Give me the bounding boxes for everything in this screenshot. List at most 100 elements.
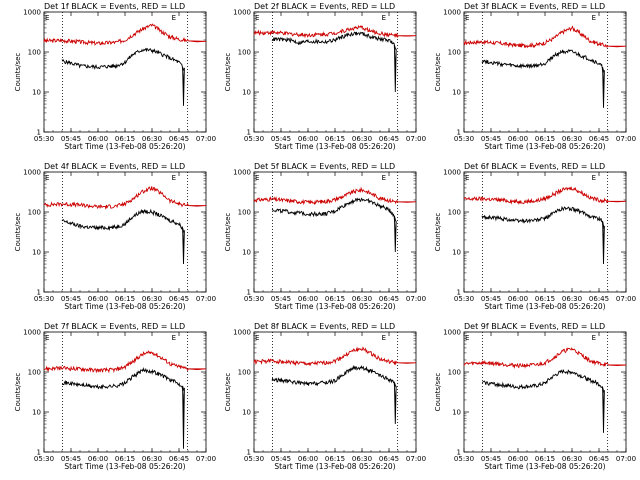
x-axis-label: Start Time (13-Feb-08 05:26:20) bbox=[64, 302, 185, 311]
x-tick-label: 06:30 bbox=[352, 135, 372, 143]
y-tick-label: 1000 bbox=[443, 329, 461, 337]
x-tick-label: 06:45 bbox=[589, 455, 609, 463]
series-events-line bbox=[271, 197, 397, 253]
y-tick-label: 1000 bbox=[23, 329, 41, 337]
y-tick-label: 1 bbox=[247, 129, 251, 137]
plot-frame bbox=[463, 331, 627, 453]
x-tick-label: 07:00 bbox=[196, 295, 216, 303]
y-tick-label: 100 bbox=[28, 209, 41, 217]
panel-title: Det 4f BLACK = Events, RED = LLD bbox=[44, 162, 185, 171]
series-events-line bbox=[481, 369, 605, 433]
x-tick-label: 05:45 bbox=[61, 295, 81, 303]
x-tick-label: 06:30 bbox=[562, 295, 582, 303]
x-tick-label: 06:30 bbox=[352, 295, 372, 303]
y-axis-label: Counts/sec bbox=[14, 213, 22, 252]
panel-7: Det 7f BLACK = Events, RED = LLD 05:30 05:… bbox=[14, 322, 216, 471]
y-tick-label: 100 bbox=[448, 369, 461, 377]
marker-letter: E bbox=[172, 174, 176, 182]
y-tick-label: 1000 bbox=[233, 169, 251, 177]
x-tick-label: 06:45 bbox=[169, 295, 189, 303]
series-events-line bbox=[61, 208, 185, 265]
x-tick-label: 06:00 bbox=[298, 455, 318, 463]
x-tick-label: 06:30 bbox=[562, 135, 582, 143]
series-events-line bbox=[271, 31, 397, 93]
x-tick-label: 06:15 bbox=[115, 295, 135, 303]
x-tick-label: 05:45 bbox=[61, 135, 81, 143]
x-tick-label: 05:30 bbox=[34, 295, 54, 303]
x-tick-label: 06:00 bbox=[88, 295, 108, 303]
x-tick-label: 06:15 bbox=[115, 455, 135, 463]
x-axis-label: Start Time (13-Feb-08 05:26:20) bbox=[64, 462, 185, 471]
y-tick-label: 1 bbox=[457, 289, 461, 297]
series-lld-line bbox=[43, 186, 207, 210]
x-tick-label: 05:45 bbox=[481, 455, 501, 463]
series-lld-line bbox=[463, 347, 627, 369]
marker-letter: E bbox=[45, 174, 49, 182]
x-tick-label: 05:30 bbox=[244, 135, 264, 143]
y-tick-label: 10 bbox=[452, 249, 461, 257]
plot-frame bbox=[43, 171, 207, 293]
y-tick-label: 1 bbox=[457, 449, 461, 457]
y-tick-label: 100 bbox=[238, 369, 251, 377]
panel-9: Det 9f BLACK = Events, RED = LLD 05:30 05:… bbox=[434, 322, 636, 471]
y-tick-label: 1 bbox=[247, 449, 251, 457]
x-tick-label: 06:30 bbox=[562, 455, 582, 463]
panel-1: Det 1f BLACK = Events, RED = LLD 05:30 05:… bbox=[14, 2, 216, 151]
x-tick-label: 05:45 bbox=[481, 295, 501, 303]
x-tick-label: 06:45 bbox=[589, 295, 609, 303]
x-tick-label: 05:30 bbox=[244, 455, 264, 463]
x-tick-label: 06:45 bbox=[379, 295, 399, 303]
x-tick-label: 06:15 bbox=[325, 295, 345, 303]
x-axis-label: Start Time (13-Feb-08 05:26:20) bbox=[274, 302, 395, 311]
x-axis-label: Start Time (13-Feb-08 05:26:20) bbox=[64, 142, 185, 151]
panel-title: Det 1f BLACK = Events, RED = LLD bbox=[44, 2, 185, 11]
x-tick-label: 06:15 bbox=[535, 295, 555, 303]
y-axis-label: Counts/sec bbox=[14, 53, 22, 92]
series-lld-line bbox=[463, 186, 627, 205]
x-tick-label: 06:30 bbox=[352, 455, 372, 463]
series-events-line bbox=[481, 49, 605, 108]
panel-title: Det 7f BLACK = Events, RED = LLD bbox=[44, 322, 185, 331]
x-tick-label: 07:00 bbox=[196, 455, 216, 463]
x-tick-label: 05:45 bbox=[61, 455, 81, 463]
marker-letter: E bbox=[592, 334, 596, 342]
marker-letter: E bbox=[382, 334, 386, 342]
x-tick-label: 06:45 bbox=[379, 135, 399, 143]
y-tick-label: 1000 bbox=[443, 169, 461, 177]
panel-title: Det 3f BLACK = Events, RED = LLD bbox=[464, 2, 605, 11]
x-tick-label: 05:30 bbox=[244, 295, 264, 303]
plot-frame bbox=[253, 11, 417, 133]
x-tick-label: 07:00 bbox=[616, 455, 636, 463]
x-axis-label: Start Time (13-Feb-08 05:26:20) bbox=[484, 302, 605, 311]
y-tick-label: 1000 bbox=[233, 329, 251, 337]
x-axis-label: Start Time (13-Feb-08 05:26:20) bbox=[274, 462, 395, 471]
series-lld-line bbox=[253, 24, 417, 39]
marker-letter: E bbox=[382, 14, 386, 22]
x-tick-label: 06:00 bbox=[298, 135, 318, 143]
y-tick-label: 10 bbox=[32, 409, 41, 417]
x-tick-label: 07:00 bbox=[406, 455, 426, 463]
x-tick-label: 07:00 bbox=[616, 295, 636, 303]
y-tick-label: 10 bbox=[452, 409, 461, 417]
plot-frame bbox=[253, 331, 417, 453]
x-tick-label: 06:00 bbox=[508, 135, 528, 143]
plot-frame bbox=[253, 171, 417, 293]
y-tick-label: 1 bbox=[457, 129, 461, 137]
y-axis-label: Counts/sec bbox=[434, 213, 442, 252]
series-lld-line bbox=[253, 346, 417, 367]
x-axis-label: Start Time (13-Feb-08 05:26:20) bbox=[274, 142, 395, 151]
x-tick-label: 05:45 bbox=[271, 295, 291, 303]
marker-letter: E bbox=[255, 14, 259, 22]
plot-frame bbox=[43, 331, 207, 453]
plot-frame bbox=[463, 11, 627, 133]
y-tick-label: 100 bbox=[238, 209, 251, 217]
y-tick-label: 10 bbox=[242, 249, 251, 257]
y-tick-label: 1 bbox=[247, 289, 251, 297]
panel-3: Det 3f BLACK = Events, RED = LLD 05:30 05:… bbox=[434, 2, 636, 151]
x-tick-label: 06:45 bbox=[169, 135, 189, 143]
y-axis-label: Counts/sec bbox=[224, 53, 232, 92]
marker-letter: E bbox=[45, 334, 49, 342]
marker-letter: E bbox=[592, 14, 596, 22]
y-axis-label: Counts/sec bbox=[14, 373, 22, 412]
